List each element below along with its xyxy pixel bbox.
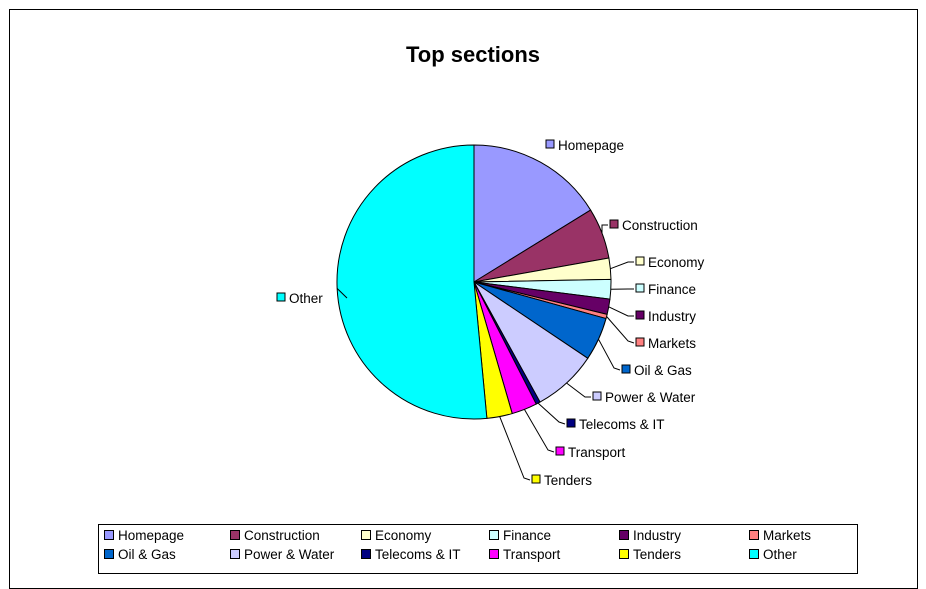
leader-line-power-and-water [567,383,592,397]
leader-line-industry [609,307,634,316]
data-label-text: Markets [648,336,696,351]
data-label-other: Other [277,291,323,306]
data-label-tenders: Tenders [532,473,592,488]
legend-label: Oil & Gas [118,547,176,562]
legend-item-finance: Finance [489,528,551,544]
legend-label: Markets [763,528,811,543]
legend-swatch [104,530,114,540]
chart-area: Top sections Homepage Construction Economy… [9,9,918,589]
data-label-swatch [622,365,630,373]
data-label-swatch [546,140,554,148]
data-label-text: Telecoms & IT [579,417,665,432]
pie-chart: Top sections Homepage Construction Economy… [10,10,919,562]
leader-line-homepage [538,145,544,162]
legend-label: Telecoms & IT [375,547,461,562]
legend-swatch [619,549,629,559]
leader-line-oil-and-gas [599,339,621,370]
data-label-text: Construction [622,218,698,233]
legend-item-markets: Markets [749,528,811,544]
data-label-power-and-water: Power & Water [593,390,696,405]
legend-swatch [361,549,371,559]
legend-swatch [489,530,499,540]
leader-line-economy [610,262,634,269]
legend-label: Economy [375,528,431,543]
legend-label: Finance [503,528,551,543]
data-label-swatch [532,475,540,483]
legend-label: Other [763,547,797,562]
data-label-swatch [636,284,644,292]
data-label-markets: Markets [636,336,696,351]
data-label-finance: Finance [636,282,696,297]
legend-label: Homepage [118,528,184,543]
legend-swatch [619,530,629,540]
data-label-transport: Transport [556,445,626,460]
data-label-text: Transport [568,445,626,460]
legend-swatch [104,549,114,559]
data-label-text: Finance [648,282,696,297]
leader-line-tenders [500,417,530,480]
data-label-text: Economy [648,255,705,270]
legend-label: Construction [244,528,320,543]
chart-title: Top sections [406,42,540,67]
data-label-oil-and-gas: Oil & Gas [622,363,692,378]
legend-swatch [361,530,371,540]
leader-line-markets [607,317,634,344]
leader-line-transport [524,409,554,452]
data-label-text: Oil & Gas [634,363,692,378]
data-label-economy: Economy [636,255,705,270]
data-label-telecoms-and-it: Telecoms & IT [567,417,665,432]
data-label-text: Industry [648,309,696,324]
data-label-construction: Construction [610,218,698,233]
legend-item-construction: Construction [230,528,320,544]
leader-line-telecoms-and-it [538,403,565,424]
legend: Homepage Construction Economy Finance Indust… [98,524,858,574]
data-label-swatch [567,419,575,427]
data-label-swatch [610,220,618,228]
data-label-swatch [556,447,564,455]
data-label-swatch [636,257,644,265]
data-label-text: Homepage [558,138,624,153]
legend-swatch [489,549,499,559]
legend-item-economy: Economy [361,528,431,544]
legend-item-industry: Industry [619,528,681,544]
data-label-swatch [593,392,601,400]
data-label-swatch [636,311,644,319]
data-label-text: Tenders [544,473,592,488]
legend-swatch [749,549,759,559]
leader-line-construction [602,225,608,233]
legend-swatch [230,549,240,559]
data-label-text: Other [289,291,323,306]
legend-swatch [230,530,240,540]
legend-swatch [749,530,759,540]
data-label-swatch [636,338,644,346]
data-label-text: Power & Water [605,390,696,405]
data-label-industry: Industry [636,309,696,324]
legend-label: Transport [503,547,560,562]
data-label-homepage: Homepage [546,138,624,153]
legend-label: Industry [633,528,681,543]
pie-slice-other [337,145,487,419]
data-label-swatch [277,293,285,301]
legend-label: Tenders [633,547,681,562]
legend-item-homepage: Homepage [104,528,184,544]
legend-label: Power & Water [244,547,334,562]
